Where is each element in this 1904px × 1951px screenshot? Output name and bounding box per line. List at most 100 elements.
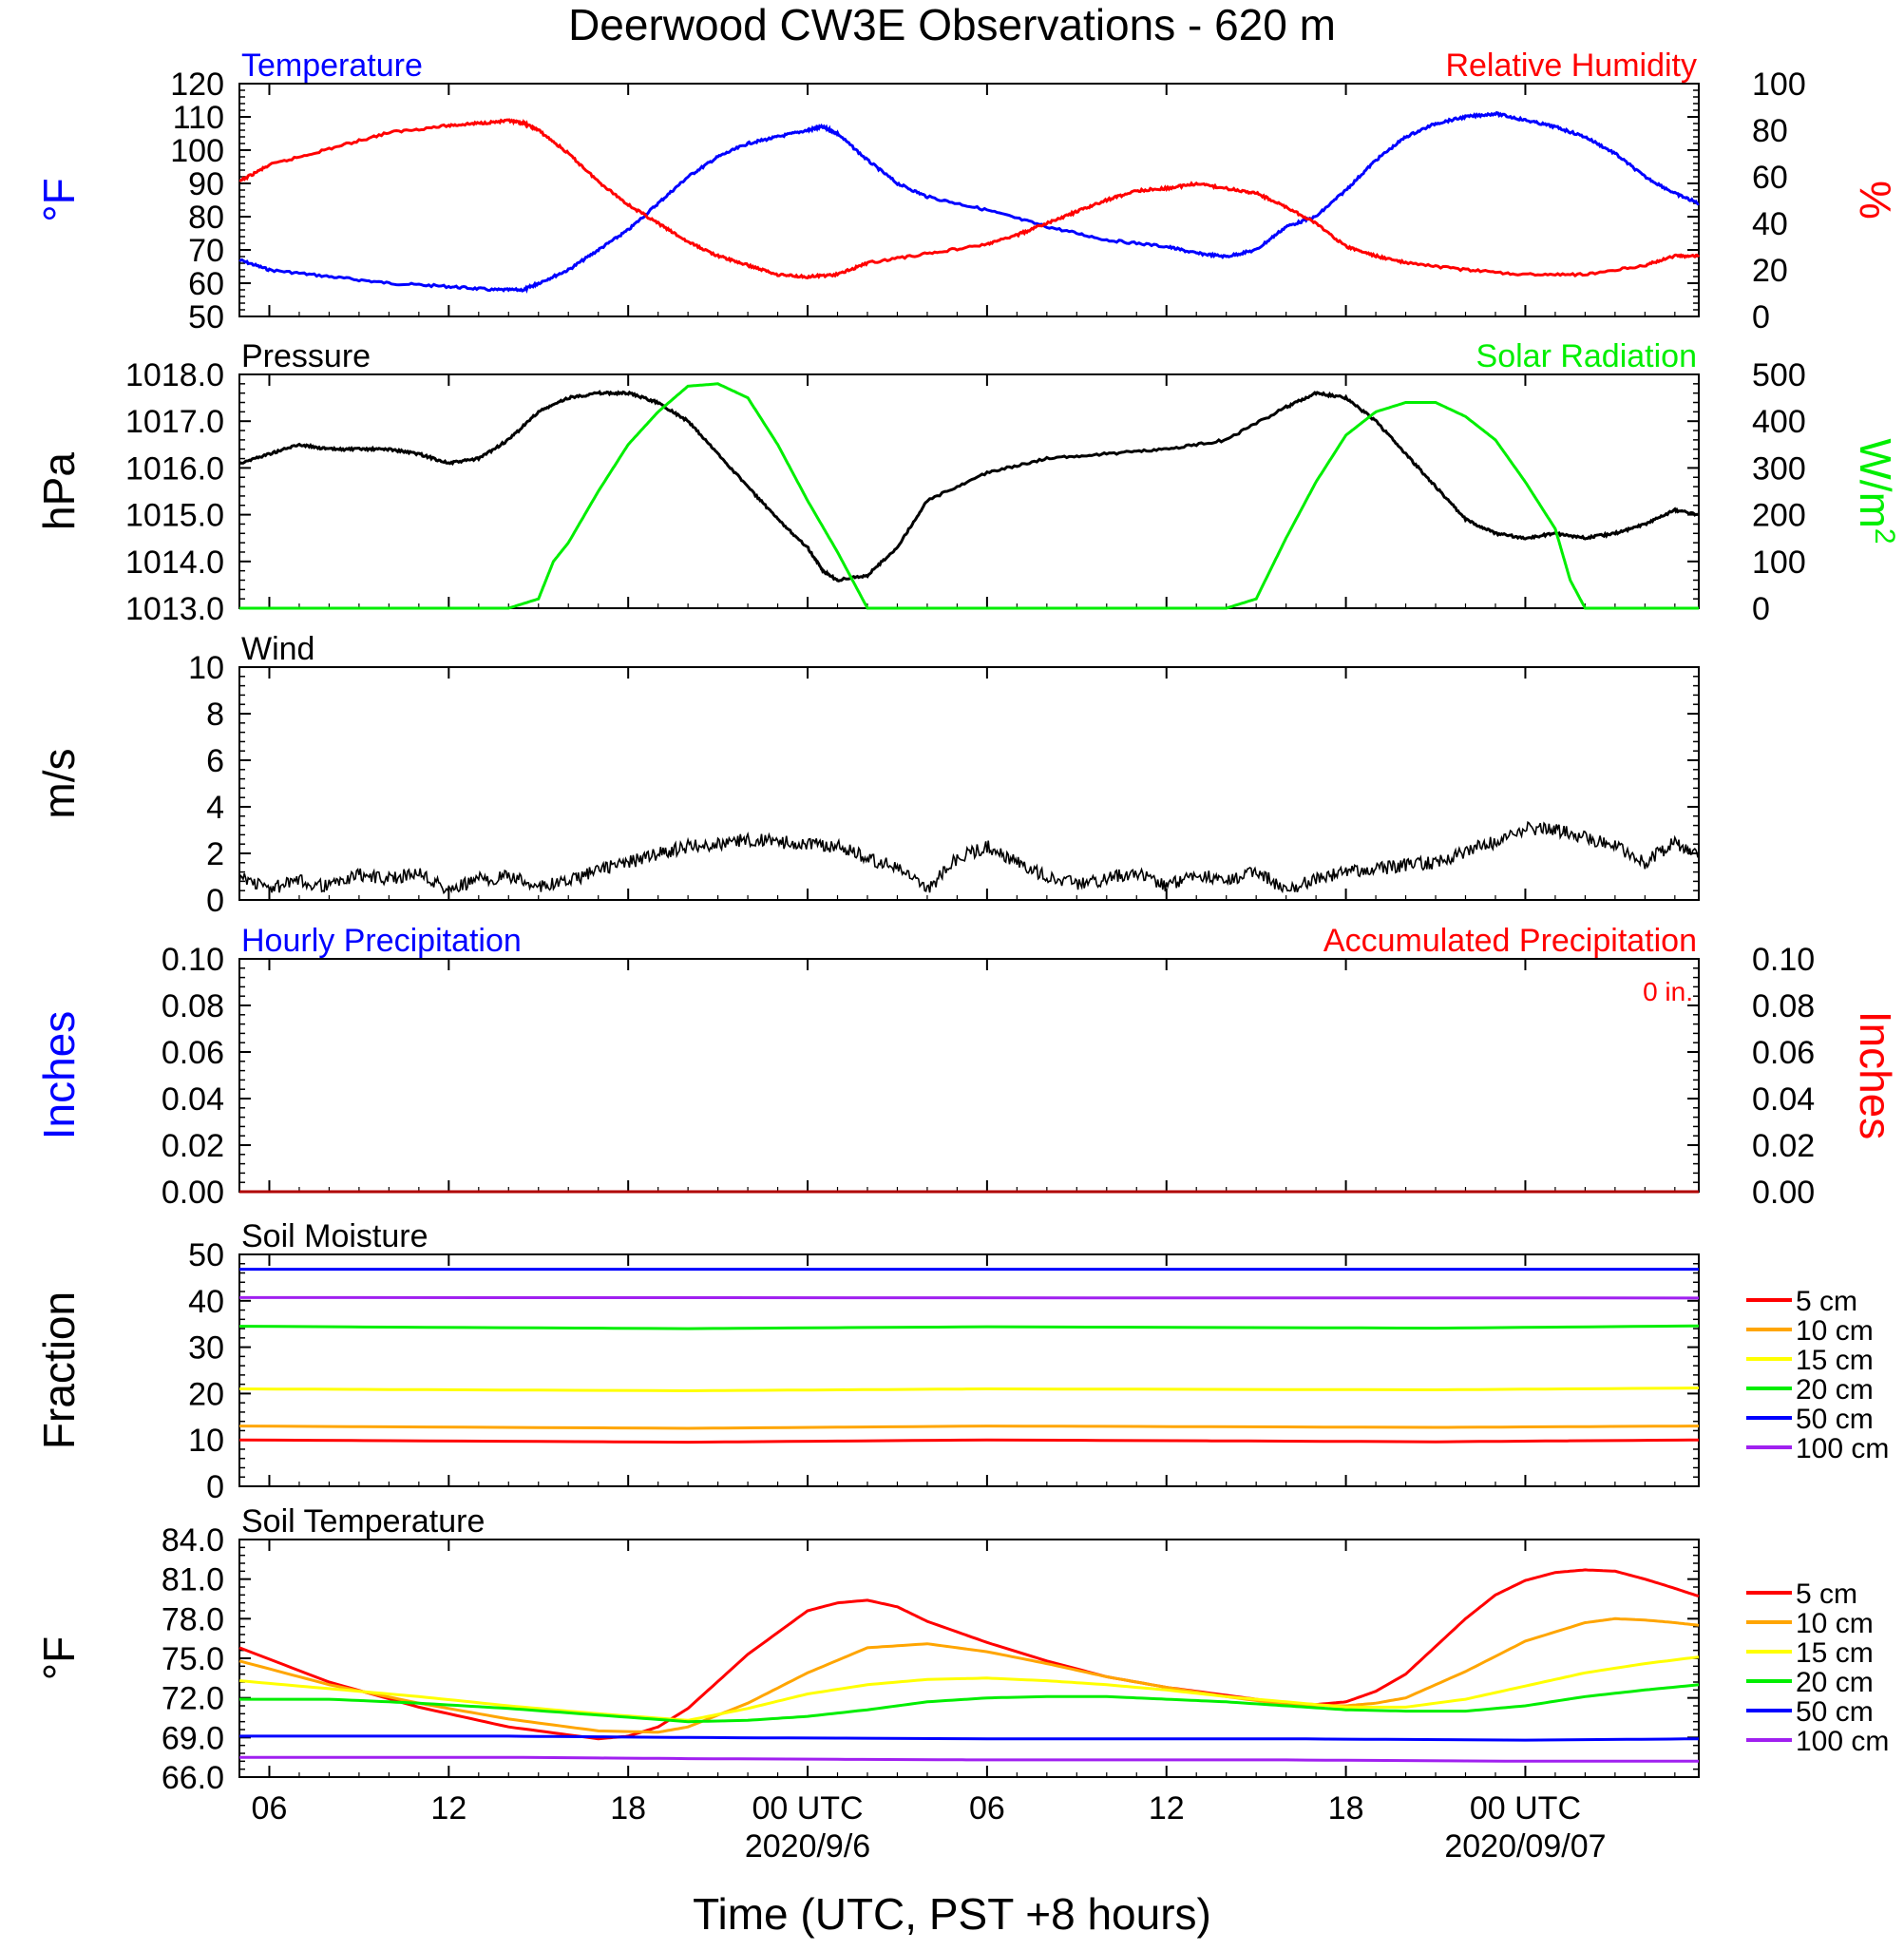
series-line-left	[238, 820, 1700, 895]
y-tick-label: 0.08	[162, 988, 224, 1024]
y-tick-label: 6	[206, 743, 224, 779]
right-y-tick-label: 0.10	[1752, 942, 1815, 978]
x-tick-label: 06	[969, 1790, 1005, 1827]
y-tick-label: 50	[188, 1237, 224, 1273]
right-y-tick-label: 0.08	[1752, 988, 1815, 1024]
right-y-tick-label: 0.06	[1752, 1035, 1815, 1071]
series-line-left	[238, 110, 1700, 294]
y-tick-label: 72.0	[162, 1681, 224, 1717]
left-y-axis-label: Fraction	[34, 1291, 84, 1449]
panel-right-title: Relative Humidity	[1445, 48, 1697, 84]
y-tick-label: 1013.0	[125, 591, 224, 627]
x-date-label: 2020/09/07	[1444, 1828, 1606, 1865]
right-y-tick-label: 200	[1752, 498, 1806, 534]
panel-left-title: Soil Moisture	[241, 1218, 428, 1254]
legend-label: 15 cm	[1796, 1345, 1874, 1376]
y-tick-label: 0.04	[162, 1081, 224, 1118]
panel-left-title: Temperature	[241, 48, 423, 84]
y-tick-label: 1017.0	[125, 404, 224, 440]
series-line-100-cm	[239, 1755, 1699, 1763]
x-tick-label: 00 UTC	[752, 1790, 863, 1827]
x-tick-label: 18	[1328, 1790, 1364, 1827]
left-y-axis-label: Inches	[34, 1011, 84, 1140]
panel-right-title: Solar Radiation	[1476, 338, 1697, 374]
x-axis-label: Time (UTC, PST +8 hours)	[693, 1889, 1211, 1939]
y-tick-label: 2	[206, 836, 224, 872]
plot-frame	[238, 1253, 1700, 1487]
y-tick-label: 0.02	[162, 1128, 224, 1164]
legend-label: 50 cm	[1796, 1404, 1874, 1435]
y-tick-label: 50	[188, 299, 224, 335]
y-tick-label: 30	[188, 1330, 224, 1367]
panel-wind: 10 8 6 4 2 0 Wind m/s	[34, 631, 1700, 919]
y-tick-label: 1014.0	[125, 545, 224, 581]
y-tick-label: 4	[206, 790, 224, 826]
y-tick-label: 90	[188, 166, 224, 202]
legend-label: 20 cm	[1796, 1667, 1874, 1698]
y-tick-label: 70	[188, 233, 224, 269]
legend-label: 5 cm	[1796, 1578, 1857, 1610]
y-tick-label: 100	[170, 133, 224, 169]
series-line-100-cm	[239, 1295, 1700, 1300]
right-y-tick-label: 300	[1752, 450, 1806, 487]
y-tick-label: 69.0	[162, 1720, 224, 1756]
series-line-20-cm	[239, 1683, 1700, 1724]
panels-group: 1201101009080706050100806040200Temperatu…	[34, 48, 1901, 1865]
legend-label: 100 cm	[1796, 1726, 1889, 1757]
legend-label: 10 cm	[1796, 1315, 1874, 1347]
series-line-right	[238, 118, 1701, 279]
left-y-axis-label: hPa	[34, 452, 84, 530]
right-y-tick-label: 0	[1752, 591, 1770, 627]
left-y-axis-label: °F	[34, 1636, 84, 1681]
y-tick-label: 75.0	[162, 1641, 224, 1677]
y-tick-label: 0	[206, 1469, 224, 1505]
series-line-left	[238, 390, 1700, 583]
series-line-50-cm	[239, 1734, 1700, 1742]
x-tick-label: 12	[1149, 1790, 1185, 1827]
accumulated-total-label: 0 in.	[1643, 977, 1693, 1006]
right-y-tick-label: 0	[1752, 299, 1770, 335]
y-tick-label: 40	[188, 1284, 224, 1320]
legend-label: 15 cm	[1796, 1637, 1874, 1669]
y-tick-label: 84.0	[162, 1522, 224, 1559]
series-line-5-cm	[238, 1438, 1700, 1444]
series-line-10-cm	[238, 1425, 1700, 1430]
y-tick-label: 78.0	[162, 1601, 224, 1637]
right-y-axis-label: W/m2	[1851, 438, 1901, 544]
y-tick-label: 0.06	[162, 1035, 224, 1071]
panel-temp_rh: 1201101009080706050100806040200Temperatu…	[34, 48, 1900, 335]
series-line-15-cm	[238, 1655, 1700, 1722]
legend-label: 10 cm	[1796, 1608, 1874, 1639]
right-y-tick-label: 0.02	[1752, 1128, 1815, 1164]
y-tick-label: 66.0	[162, 1760, 224, 1796]
y-tick-label: 1018.0	[125, 357, 224, 393]
plot-frame	[238, 83, 1700, 317]
y-tick-label: 10	[188, 650, 224, 686]
panel-left-title: Soil Temperature	[241, 1503, 485, 1540]
right-y-tick-label: 500	[1752, 357, 1806, 393]
x-tick-label: 00 UTC	[1470, 1790, 1581, 1827]
panel-precip: 0.10 0.08 0.06 0.04 0.02 0.00 0.10 0.08 0.06 0.04…	[34, 923, 1900, 1211]
x-tick-label: 06	[252, 1790, 288, 1827]
chart-title: Deerwood CW3E Observations - 620 m	[568, 0, 1336, 49]
y-tick-label: 110	[173, 100, 224, 136]
panel-left-title: Hourly Precipitation	[241, 923, 522, 959]
left-y-axis-label: m/s	[34, 748, 84, 818]
y-tick-label: 0.10	[162, 942, 224, 978]
y-tick-label: 8	[206, 697, 224, 733]
x-date-label: 2020/9/6	[745, 1828, 870, 1865]
legend-label: 5 cm	[1796, 1286, 1857, 1317]
y-tick-label: 120	[170, 67, 224, 103]
panel-left-title: Wind	[241, 631, 314, 667]
plot-frame	[238, 958, 1700, 1193]
right-y-tick-label: 40	[1752, 206, 1788, 242]
panel-left-title: Pressure	[241, 338, 371, 374]
plot-frame	[238, 1539, 1700, 1778]
right-y-tick-label: 20	[1752, 253, 1788, 289]
y-tick-label: 81.0	[162, 1562, 224, 1598]
x-tick-label: 12	[430, 1790, 466, 1827]
y-tick-label: 1015.0	[125, 498, 224, 534]
plot-frame	[238, 373, 1700, 609]
